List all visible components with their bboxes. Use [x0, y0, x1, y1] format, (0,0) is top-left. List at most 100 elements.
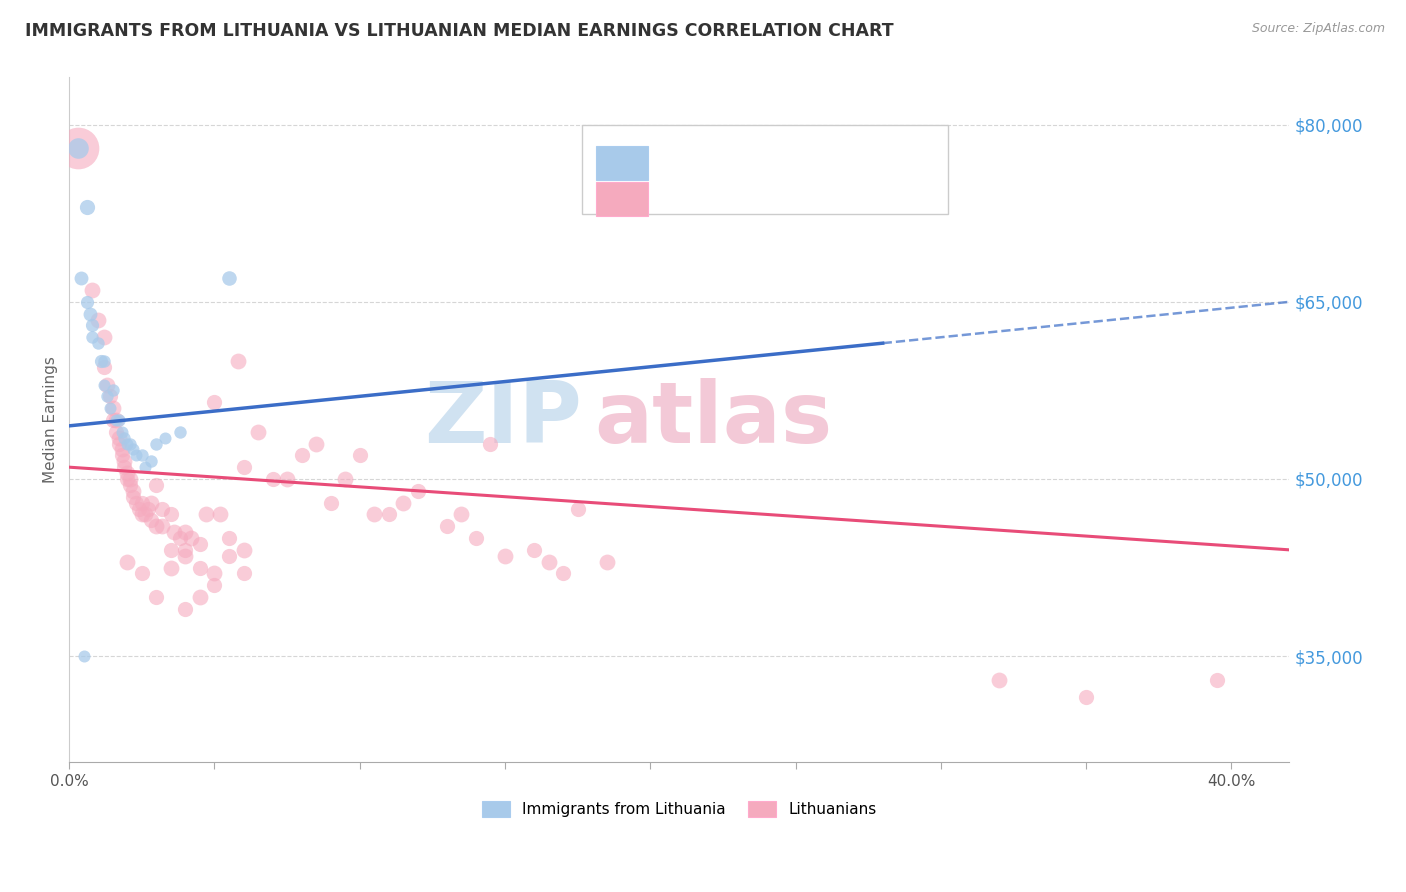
- Point: [335, 472, 357, 486]
- Point: [180, 531, 202, 545]
- Point: [1074, 690, 1097, 705]
- Point: [122, 483, 145, 498]
- Point: [291, 449, 314, 463]
- Point: [204, 578, 226, 592]
- Point: [262, 472, 284, 486]
- Bar: [582, 126, 948, 214]
- Point: [117, 466, 139, 480]
- Point: [101, 384, 124, 398]
- Point: [104, 413, 127, 427]
- Point: [139, 454, 162, 468]
- Point: [406, 483, 429, 498]
- Point: [120, 478, 142, 492]
- Point: [194, 508, 217, 522]
- Point: [76, 200, 98, 214]
- Point: [117, 436, 139, 450]
- Point: [117, 472, 139, 486]
- Point: [66, 141, 89, 155]
- Point: [104, 425, 127, 439]
- Point: [174, 542, 197, 557]
- Point: [139, 513, 162, 527]
- Text: atlas: atlas: [593, 378, 832, 461]
- Point: [101, 413, 124, 427]
- Point: [174, 549, 197, 563]
- Point: [465, 531, 488, 545]
- Y-axis label: Median Earnings: Median Earnings: [44, 357, 58, 483]
- Point: [218, 271, 240, 285]
- Point: [107, 413, 129, 427]
- Point: [112, 460, 135, 475]
- Point: [76, 294, 98, 309]
- Point: [93, 377, 115, 392]
- Point: [120, 472, 142, 486]
- Point: [82, 283, 104, 297]
- Point: [153, 431, 176, 445]
- Point: [122, 442, 145, 457]
- Text: R =  0.182   N = 30: R = 0.182 N = 30: [661, 153, 824, 170]
- Point: [567, 501, 589, 516]
- Point: [209, 508, 232, 522]
- Point: [150, 501, 173, 516]
- Text: ZIP: ZIP: [425, 378, 582, 461]
- Point: [104, 413, 127, 427]
- Point: [218, 549, 240, 563]
- Point: [96, 389, 118, 403]
- Point: [82, 330, 104, 344]
- Point: [145, 519, 167, 533]
- Point: [218, 531, 240, 545]
- Point: [160, 508, 183, 522]
- Point: [122, 490, 145, 504]
- Point: [98, 389, 121, 403]
- Bar: [596, 146, 648, 180]
- Point: [70, 271, 93, 285]
- Point: [131, 508, 153, 522]
- Point: [150, 519, 173, 533]
- Point: [73, 649, 96, 664]
- Text: Source: ZipAtlas.com: Source: ZipAtlas.com: [1251, 22, 1385, 36]
- Point: [392, 495, 415, 509]
- Point: [226, 354, 249, 368]
- Point: [131, 495, 153, 509]
- Point: [160, 542, 183, 557]
- Point: [87, 336, 110, 351]
- Point: [79, 307, 101, 321]
- Point: [523, 542, 546, 557]
- Point: [107, 431, 129, 445]
- Point: [125, 449, 148, 463]
- Point: [479, 436, 502, 450]
- Point: [136, 501, 159, 516]
- Point: [169, 531, 191, 545]
- Point: [93, 359, 115, 374]
- Point: [232, 542, 254, 557]
- Point: [112, 431, 135, 445]
- Point: [378, 508, 401, 522]
- Point: [145, 478, 167, 492]
- Point: [145, 590, 167, 604]
- Point: [134, 508, 156, 522]
- Point: [450, 508, 472, 522]
- Point: [160, 560, 183, 574]
- Point: [247, 425, 270, 439]
- Point: [139, 495, 162, 509]
- Point: [101, 401, 124, 416]
- Point: [494, 549, 516, 563]
- Point: [436, 519, 458, 533]
- Point: [93, 354, 115, 368]
- Point: [125, 495, 148, 509]
- Point: [134, 460, 156, 475]
- Point: [363, 508, 385, 522]
- Point: [87, 312, 110, 326]
- Point: [112, 454, 135, 468]
- Point: [188, 590, 211, 604]
- Point: [232, 460, 254, 475]
- Point: [96, 377, 118, 392]
- Point: [98, 401, 121, 416]
- Text: IMMIGRANTS FROM LITHUANIA VS LITHUANIAN MEDIAN EARNINGS CORRELATION CHART: IMMIGRANTS FROM LITHUANIA VS LITHUANIAN …: [25, 22, 894, 40]
- Point: [232, 566, 254, 581]
- Point: [204, 395, 226, 409]
- Point: [188, 560, 211, 574]
- Point: [305, 436, 328, 450]
- Point: [82, 318, 104, 333]
- Legend: Immigrants from Lithuania, Lithuanians: Immigrants from Lithuania, Lithuanians: [477, 795, 883, 823]
- Point: [987, 673, 1010, 687]
